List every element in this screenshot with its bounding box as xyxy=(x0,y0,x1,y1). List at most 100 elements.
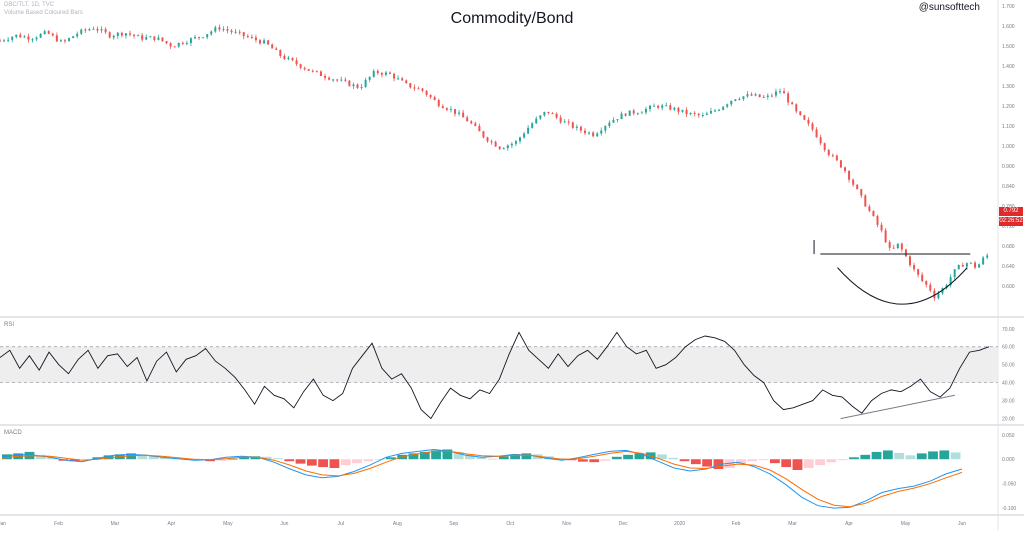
candle-body xyxy=(161,37,164,42)
time-axis-tick: Jun xyxy=(280,521,288,527)
candle-body xyxy=(47,31,50,34)
candle-body xyxy=(718,109,721,111)
price-axis-tick: 1.700 xyxy=(1002,4,1015,10)
candle-body xyxy=(393,73,396,79)
macd-histogram-bar xyxy=(261,456,272,460)
macd-histogram-bar xyxy=(306,459,317,466)
time-axis-tick: Jun xyxy=(958,521,966,527)
candle-body xyxy=(969,262,972,264)
candle-body xyxy=(921,274,924,281)
candle-body xyxy=(555,113,558,118)
macd-histogram-bar xyxy=(950,452,961,460)
macd-histogram-bar xyxy=(815,459,825,466)
candle-body xyxy=(892,247,895,249)
candle-body xyxy=(15,34,18,37)
candle-body xyxy=(701,115,704,117)
candle-body xyxy=(129,33,131,35)
candle-body xyxy=(413,87,416,89)
macd-axis-tick: 0.000 xyxy=(1002,457,1015,463)
candle-body xyxy=(579,126,582,131)
candle-body xyxy=(949,277,952,286)
price-axis-tick: 0.600 xyxy=(1002,284,1015,290)
candle-body xyxy=(933,290,936,299)
candle-body xyxy=(978,264,981,268)
candle-body xyxy=(64,40,66,42)
price-axis-tick: 0.680 xyxy=(1002,244,1015,250)
macd-histogram-bar xyxy=(860,454,871,460)
time-axis-tick: Apr xyxy=(845,521,853,527)
candle-body xyxy=(803,115,806,120)
macd-histogram-bar xyxy=(476,457,487,460)
candle-body xyxy=(722,106,725,110)
candle-body xyxy=(929,284,932,291)
macd-histogram-bar xyxy=(216,459,227,461)
macd-histogram-bar xyxy=(871,451,882,460)
candle-body xyxy=(831,155,834,157)
macd-histogram-bar xyxy=(770,459,780,464)
rsi-trendline xyxy=(840,394,955,420)
candle-body xyxy=(632,110,635,114)
candle-body xyxy=(726,104,729,107)
macd-histogram-bar xyxy=(736,459,746,465)
candle-body xyxy=(55,35,58,42)
candle-body xyxy=(104,29,107,33)
candle-body xyxy=(295,60,298,65)
macd-histogram-bar xyxy=(227,458,238,460)
rsi-line xyxy=(0,331,990,420)
macd-histogram-bar xyxy=(205,459,216,462)
candle-body xyxy=(198,37,201,39)
candle-body xyxy=(364,79,367,87)
candle-body xyxy=(11,36,14,40)
candle-body xyxy=(844,167,846,172)
macd-histogram-bar xyxy=(690,459,701,465)
candle-body xyxy=(35,37,38,40)
candle-body xyxy=(141,35,144,40)
candle-body xyxy=(376,70,379,74)
candle-body xyxy=(588,132,591,134)
candle-body xyxy=(600,130,603,134)
candle-body xyxy=(624,113,627,116)
macd-histogram-bar xyxy=(2,454,12,460)
candle-body xyxy=(380,73,383,75)
candle-body xyxy=(705,113,708,116)
candle-body xyxy=(51,33,54,36)
candle-body xyxy=(210,31,213,35)
candle-body xyxy=(742,96,745,100)
candle-body xyxy=(523,133,526,138)
macd-axis-tick: 0.050 xyxy=(1002,433,1015,439)
candle-body xyxy=(596,133,599,137)
time-axis-tick: 2020 xyxy=(674,521,685,527)
candle-body xyxy=(466,117,469,122)
candle-body xyxy=(230,30,233,33)
candle-body xyxy=(783,91,786,94)
price-axis-tick: 1.300 xyxy=(1002,84,1015,90)
candle-body xyxy=(202,37,205,39)
candle-body xyxy=(88,29,91,31)
candle-body xyxy=(417,88,420,90)
candle-body xyxy=(787,93,790,103)
candle-body xyxy=(514,141,517,144)
macd-histogram-bar xyxy=(148,455,159,460)
candle-body xyxy=(673,107,676,110)
candle-body xyxy=(372,70,375,77)
candle-body xyxy=(571,122,574,128)
candle-body xyxy=(259,40,261,44)
candle-body xyxy=(689,112,692,115)
candle-body xyxy=(531,123,534,128)
candle-body xyxy=(3,40,6,42)
candle-body xyxy=(612,119,615,123)
macd-histogram-bar xyxy=(566,459,577,461)
candle-body xyxy=(279,49,282,56)
candle-body xyxy=(860,189,863,196)
candle-body xyxy=(754,94,757,96)
candle-body xyxy=(543,111,546,116)
macd-histogram-bar xyxy=(465,454,475,460)
price-axis-tick: 0.900 xyxy=(1002,164,1015,170)
candle-body xyxy=(80,29,83,34)
candle-body xyxy=(401,78,404,81)
macd-histogram-bar xyxy=(295,459,306,464)
candle-body xyxy=(470,121,473,124)
macd-histogram-bar xyxy=(611,456,622,460)
time-axis-tick: Mar xyxy=(111,521,120,527)
